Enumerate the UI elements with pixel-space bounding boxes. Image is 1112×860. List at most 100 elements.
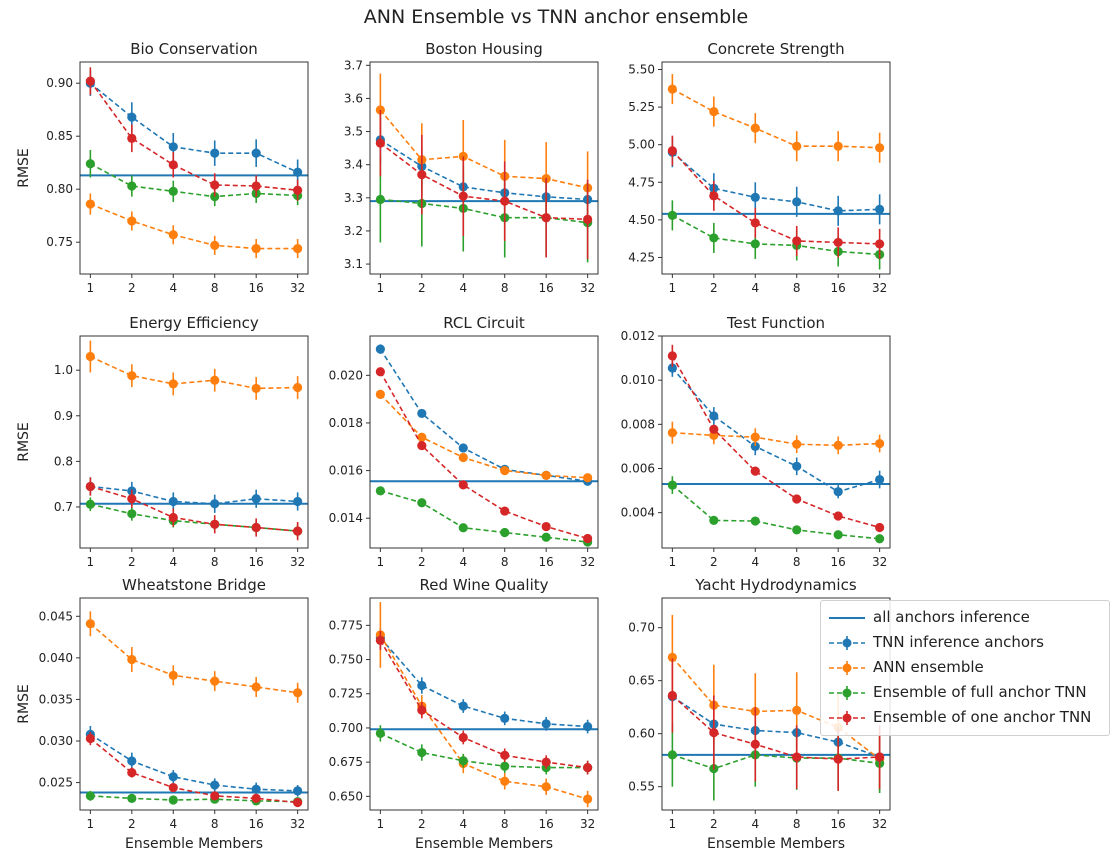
series-line xyxy=(90,203,298,250)
data-point xyxy=(833,511,843,521)
data-point xyxy=(792,197,802,207)
data-point xyxy=(375,344,385,354)
series-line xyxy=(379,634,588,800)
x-tick-label: 4 xyxy=(169,817,177,831)
data-point xyxy=(667,146,677,156)
data-point xyxy=(251,148,261,158)
data-point xyxy=(293,786,303,796)
series-line xyxy=(671,695,880,758)
data-point xyxy=(417,747,427,758)
y-tick-label: 0.750 xyxy=(329,653,363,667)
data-point xyxy=(210,499,220,509)
series-line xyxy=(379,639,588,769)
series-ann xyxy=(85,340,303,400)
data-point xyxy=(667,84,677,94)
subplot-title: Test Function xyxy=(726,314,825,332)
subplot-test-function: Test Function 1 2 4 8 16 32 0.004 0.006 0.008 0.01… xyxy=(621,314,891,569)
data-point xyxy=(750,123,760,133)
x-tick-label: 1 xyxy=(669,817,677,831)
legend-item-ann: ANN ensemble xyxy=(821,657,1111,679)
y-axis-label: RMSE xyxy=(16,422,32,462)
data-point xyxy=(667,210,677,220)
x-tick-label: 8 xyxy=(211,555,219,569)
data-point xyxy=(85,76,95,86)
data-point xyxy=(85,733,95,744)
series-line xyxy=(379,142,588,221)
x-tick-label: 4 xyxy=(169,281,177,295)
x-tick-label: 4 xyxy=(751,555,759,569)
y-tick-label: 4.50 xyxy=(628,213,655,227)
series-full xyxy=(85,790,303,807)
data-point xyxy=(458,480,468,490)
y-tick-label: 3.2 xyxy=(344,224,363,238)
x-tick-label: 16 xyxy=(831,817,846,831)
subplot-title: Yacht Hydrodynamics xyxy=(694,576,857,594)
x-tick-label: 1 xyxy=(669,281,677,295)
x-tick-label: 4 xyxy=(459,555,467,569)
series-one xyxy=(85,67,303,201)
data-point xyxy=(127,216,137,226)
data-point xyxy=(709,233,719,243)
x-tick-label: 1 xyxy=(377,817,385,831)
data-point xyxy=(210,180,220,190)
data-point xyxy=(168,142,178,152)
data-point xyxy=(127,654,137,665)
data-point xyxy=(417,408,427,419)
data-point xyxy=(750,432,760,442)
data-point xyxy=(833,440,843,450)
series-line xyxy=(90,485,298,505)
y-tick-label: 0.014 xyxy=(329,511,363,525)
data-point xyxy=(127,371,137,381)
data-point xyxy=(583,473,593,483)
series-tnn xyxy=(667,359,885,499)
plot-frame xyxy=(79,335,309,549)
data-point xyxy=(417,680,427,691)
data-point xyxy=(85,351,95,362)
series-ann xyxy=(375,602,593,808)
data-point xyxy=(541,782,551,792)
series-line xyxy=(90,355,298,390)
data-point xyxy=(458,443,468,453)
x-tick-label: 8 xyxy=(793,817,801,831)
data-point xyxy=(667,480,677,490)
data-point xyxy=(500,465,510,476)
figure-title: ANN Ensemble vs TNN anchor ensemble xyxy=(363,6,749,28)
x-tick-label: 2 xyxy=(418,817,426,831)
data-point xyxy=(251,784,261,794)
data-point xyxy=(750,739,760,749)
data-point xyxy=(127,767,137,778)
plot-frame xyxy=(79,61,309,275)
data-point xyxy=(875,534,885,544)
x-tick-label: 16 xyxy=(831,555,846,569)
y-tick-label: 0.80 xyxy=(46,182,73,196)
subplot-title: Energy Efficiency xyxy=(129,314,259,332)
y-tick-label: 3.3 xyxy=(344,191,363,205)
x-tick-label: 8 xyxy=(793,281,801,295)
subplot-yacht-hydrodynamics: Yacht Hydrodynamics 1 2 4 8 16 32 0.55 0.60 0.65 0… xyxy=(628,576,891,852)
legend-label-full: Ensemble of full anchor TNN xyxy=(873,683,1087,701)
y-tick-label: 3.1 xyxy=(344,257,363,271)
y-tick-label: 0.008 xyxy=(621,417,655,431)
series-tnn xyxy=(375,628,593,734)
data-point xyxy=(541,470,551,480)
plot-frame xyxy=(661,61,891,275)
series-full xyxy=(375,156,593,263)
series-tnn xyxy=(85,70,303,185)
data-point xyxy=(875,752,885,762)
x-tick-label: 2 xyxy=(418,281,426,295)
x-tick-label: 1 xyxy=(87,817,95,831)
x-tick-label: 1 xyxy=(87,281,95,295)
x-tick-label: 32 xyxy=(872,281,887,295)
data-point xyxy=(417,170,427,180)
data-point xyxy=(667,428,677,438)
data-point xyxy=(709,515,719,525)
data-point xyxy=(417,498,427,508)
y-tick-label: 1.0 xyxy=(54,363,73,377)
series-line xyxy=(672,754,880,770)
y-tick-label: 0.030 xyxy=(39,734,73,748)
x-tick-label: 2 xyxy=(710,817,718,831)
series-one xyxy=(667,135,885,259)
x-tick-label: 1 xyxy=(87,555,95,569)
data-point xyxy=(500,750,510,760)
data-point xyxy=(833,237,843,248)
